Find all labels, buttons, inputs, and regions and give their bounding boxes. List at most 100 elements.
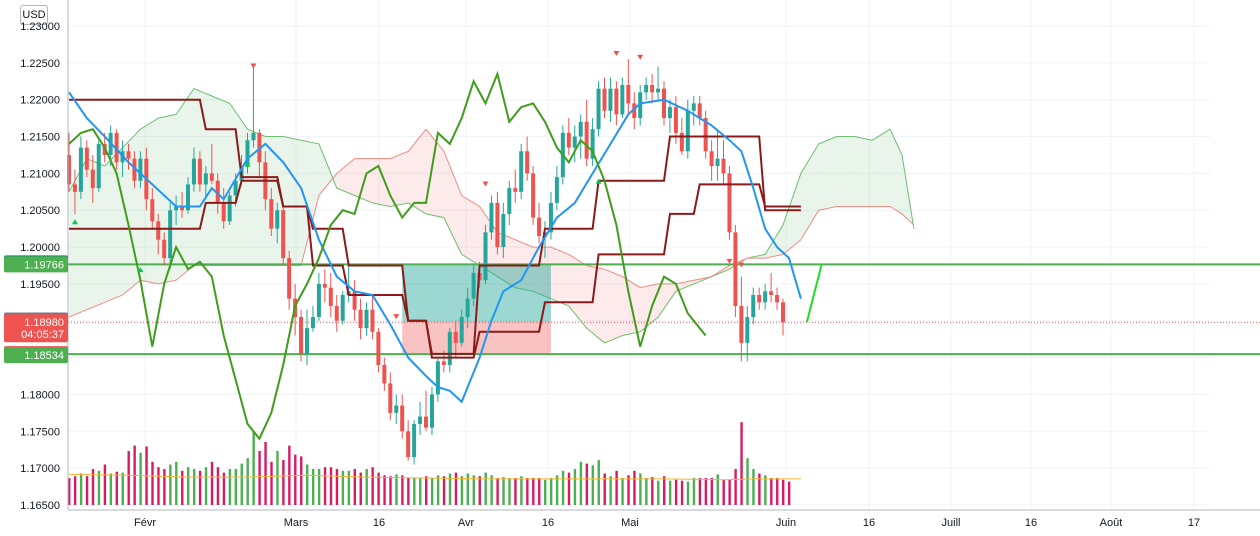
candle: [727, 173, 732, 233]
volume-bar: [335, 469, 339, 505]
candle: [138, 158, 143, 181]
candle: [382, 364, 387, 384]
x-tick-label: 17: [1188, 517, 1200, 529]
candle: [90, 169, 95, 189]
candle: [72, 184, 77, 192]
volume-bar: [270, 461, 273, 505]
sell-marker: [637, 54, 644, 60]
sell-marker: [738, 262, 745, 268]
candle: [412, 423, 417, 458]
candle: [590, 129, 595, 159]
candle: [697, 103, 702, 119]
candle: [394, 405, 399, 413]
candle: [406, 431, 411, 458]
candle: [566, 132, 571, 148]
candle: [483, 232, 488, 281]
volume-bar: [181, 470, 184, 505]
price-badge-value: 1.19766: [24, 259, 64, 271]
candle: [191, 158, 196, 185]
candle: [584, 121, 589, 159]
volume-bar: [192, 469, 196, 505]
candle: [358, 309, 363, 329]
volume-bar: [294, 454, 297, 505]
volume-bar: [478, 476, 481, 505]
volume-bar: [91, 469, 95, 505]
candle: [501, 213, 506, 248]
x-tick-label: 16: [542, 517, 554, 529]
volume-bar: [246, 458, 249, 505]
cloud-segment: [211, 96, 230, 266]
cloud-segment: [604, 269, 623, 343]
volume-bar: [413, 478, 416, 505]
volume-bar: [222, 472, 226, 505]
x-tick-label: Mars: [284, 517, 309, 529]
trend-line: [805, 264, 823, 323]
y-tick-label: 1.21500: [20, 132, 60, 144]
volume-bar: [109, 473, 113, 505]
volume-bar: [710, 478, 713, 505]
y-tick-label: 1.22500: [20, 58, 60, 70]
candle: [370, 309, 375, 332]
x-tick-label: Févr: [134, 517, 156, 529]
candle: [334, 306, 339, 321]
volume-bar: [496, 478, 499, 505]
volume-bar: [252, 431, 255, 505]
cloud-segment: [390, 151, 409, 207]
x-tick-label: Juin: [776, 517, 796, 529]
y-tick-label: 1.20500: [20, 205, 60, 217]
cloud-segment: [872, 129, 891, 207]
volume-bar: [306, 464, 309, 505]
candle: [84, 147, 89, 170]
volume-bar: [347, 470, 351, 505]
x-tick-label: Juill: [942, 517, 961, 529]
y-tick-label: 1.16500: [20, 500, 60, 512]
volume-bar: [407, 478, 410, 505]
candle: [251, 132, 256, 141]
y-tick-label: 1.19500: [20, 279, 60, 291]
volume-bar: [722, 479, 725, 505]
candle: [626, 84, 631, 104]
volume-bar: [484, 472, 487, 505]
volume-bar: [544, 479, 547, 505]
candle: [203, 173, 208, 185]
candle: [709, 151, 714, 167]
volume-bar: [448, 473, 452, 505]
candle: [667, 107, 672, 119]
tenkan-sen-line: [69, 135, 801, 355]
candle: [287, 258, 292, 299]
candle: [507, 188, 512, 214]
cloud-segment: [265, 136, 284, 266]
price-badge-countdown: 04:05:37: [21, 329, 64, 341]
volume-bar: [657, 480, 660, 505]
volume-bar: [389, 476, 392, 505]
candle: [548, 202, 553, 233]
volume-bar: [454, 472, 458, 505]
candle: [168, 210, 173, 259]
candle: [364, 309, 369, 329]
candle: [435, 361, 440, 395]
candle: [275, 210, 280, 229]
candle: [602, 88, 607, 111]
cloud-segment: [176, 88, 194, 281]
candle: [197, 158, 202, 185]
volume-bar: [734, 469, 737, 505]
candle: [656, 88, 661, 93]
candle: [703, 118, 708, 152]
candle: [316, 283, 321, 318]
price-badge: 1.18534: [4, 347, 68, 364]
volume-bar: [680, 480, 684, 505]
sell-marker: [250, 63, 257, 69]
volume-bar: [127, 451, 130, 505]
sell-marker: [613, 51, 620, 57]
volume-bar: [288, 445, 291, 505]
volume-bar: [579, 461, 583, 505]
volume-bar: [371, 467, 374, 505]
currency-button[interactable]: USD: [20, 5, 48, 25]
volume-bar: [151, 461, 154, 505]
candle: [519, 151, 524, 192]
volume-bar: [139, 452, 142, 505]
x-tick-label: Mai: [621, 517, 639, 529]
volume-bar: [359, 472, 362, 505]
volume-bar: [377, 472, 380, 505]
